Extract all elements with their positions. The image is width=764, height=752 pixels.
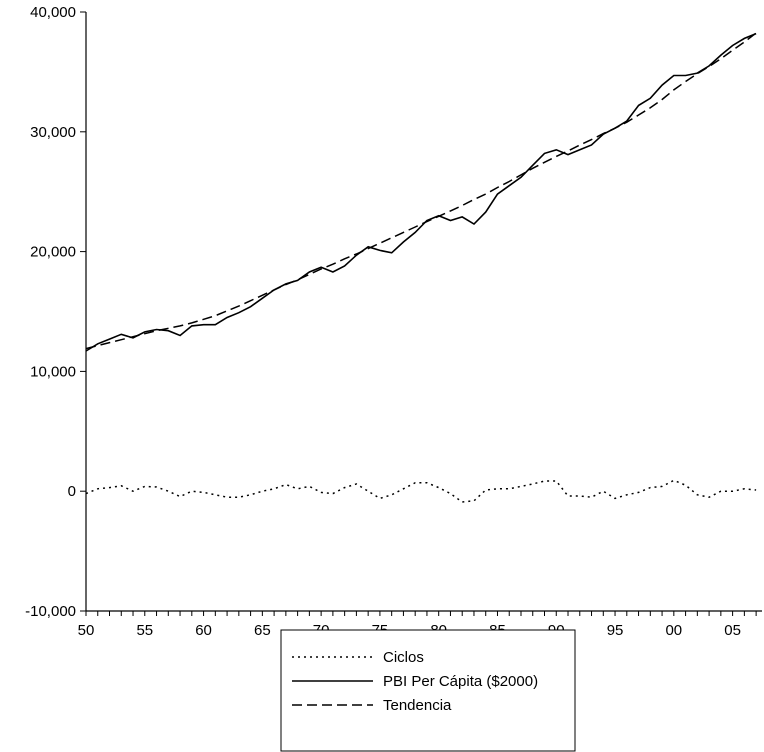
legend-items: Ciclos PBI Per Cápita ($2000) Tendencia xyxy=(292,649,538,714)
plot-lines xyxy=(85,32,757,503)
x-tick-label: 55 xyxy=(136,622,153,639)
y-tick-label: 40,000 xyxy=(30,4,76,21)
y-tick-label: 0 xyxy=(68,483,76,500)
x-tick-label: 95 xyxy=(607,622,624,639)
x-tick-label: 50 xyxy=(78,622,95,639)
y-tick-label: 20,000 xyxy=(30,244,76,261)
series-line-0 xyxy=(85,479,757,503)
legend-label: Ciclos xyxy=(383,649,424,666)
y-tick-label: -10,000 xyxy=(25,603,76,620)
legend-label: Tendencia xyxy=(383,697,452,714)
x-tick-label: 65 xyxy=(254,622,271,639)
series-line-1 xyxy=(85,32,757,352)
y-axis-ticks: 40,000 30,000 20,000 10,000 0 -10,000 xyxy=(25,4,86,620)
x-tick-label: 60 xyxy=(195,622,212,639)
x-tick-label: 05 xyxy=(724,622,741,639)
x-tick-label: 00 xyxy=(665,622,682,639)
y-tick-label: 10,000 xyxy=(30,363,76,380)
legend-box xyxy=(280,629,576,752)
legend: Ciclos PBI Per Cápita ($2000) Tendencia xyxy=(280,629,576,752)
legend-label: PBI Per Cápita ($2000) xyxy=(383,673,538,690)
series-line-2 xyxy=(85,32,757,350)
y-tick-label: 30,000 xyxy=(30,124,76,141)
